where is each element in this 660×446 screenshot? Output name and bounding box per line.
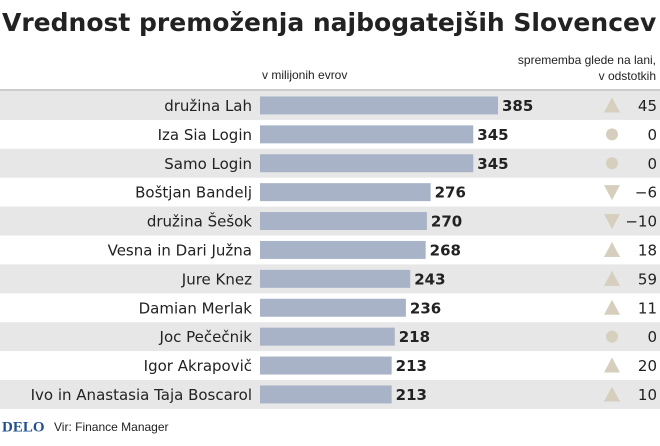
bar (260, 183, 431, 202)
change-icon (604, 241, 620, 257)
category-label: Iza Sia Login (158, 126, 252, 144)
bar (260, 298, 406, 317)
change-label: 59 (638, 270, 657, 288)
value-label: 385 (502, 97, 533, 115)
unit-label: v milijonih evrov (262, 68, 347, 82)
category-label: Jure Knez (181, 270, 252, 288)
change-label: sprememba glede na lani, (518, 53, 656, 67)
value-label: 213 (396, 386, 427, 404)
change-label: −6 (635, 184, 657, 202)
category-label: Boštjan Bandelj (135, 184, 252, 202)
change-icon (604, 386, 620, 402)
value-label: 276 (435, 184, 466, 202)
category-label: Vesna in Dari Južna (108, 241, 252, 259)
bar (260, 385, 392, 404)
change-label: 10 (638, 386, 657, 404)
category-label: družina Lah (164, 97, 252, 115)
change-label: v odstotkih (599, 69, 656, 83)
change-label: 20 (638, 357, 657, 375)
bar (260, 240, 426, 259)
change-icon (606, 157, 618, 170)
category-label: Samo Login (164, 155, 252, 173)
change-icon (604, 270, 620, 286)
value-label: 243 (414, 270, 445, 288)
change-label: −10 (625, 213, 657, 231)
bar (260, 96, 498, 115)
category-label: Ivo in Anastasia Taja Boscarol (31, 386, 252, 404)
bar (260, 212, 427, 231)
category-label: Igor Akrapovič (144, 357, 252, 375)
change-icon (606, 330, 618, 343)
change-label: 0 (647, 155, 657, 173)
category-label: Damian Merlak (139, 299, 253, 317)
change-icon (604, 214, 620, 230)
bar (260, 269, 411, 288)
value-label: 345 (477, 126, 508, 144)
bar (260, 154, 474, 173)
value-label: 218 (399, 328, 430, 346)
category-label: družina Šešok (147, 212, 252, 231)
value-label: 236 (410, 299, 441, 317)
bar (260, 356, 392, 375)
change-icon (604, 357, 620, 373)
change-label: 11 (638, 299, 657, 317)
change-label: 18 (638, 241, 657, 259)
value-label: 345 (477, 155, 508, 173)
change-icon (604, 299, 620, 315)
value-label: 213 (396, 357, 427, 375)
bar (260, 125, 474, 144)
value-label: 270 (431, 213, 462, 231)
change-icon (604, 97, 620, 113)
chart-title: Vrednost premoženja najbogatejših Sloven… (2, 8, 656, 37)
value-label: 268 (430, 241, 461, 259)
bar (260, 327, 395, 346)
rows: družina Lah 385 45 Iza Sia Login 345 0 Samo Lo… (0, 91, 660, 409)
change-icon (606, 128, 618, 141)
change-icon (604, 185, 620, 201)
change-label: 0 (647, 328, 657, 346)
source: Vir: Finance Manager (54, 420, 169, 434)
category-label: Joc Pečečnik (159, 328, 253, 346)
change-label: 45 (638, 97, 657, 115)
logo: DELO (2, 419, 45, 435)
change-label: 0 (647, 126, 657, 144)
